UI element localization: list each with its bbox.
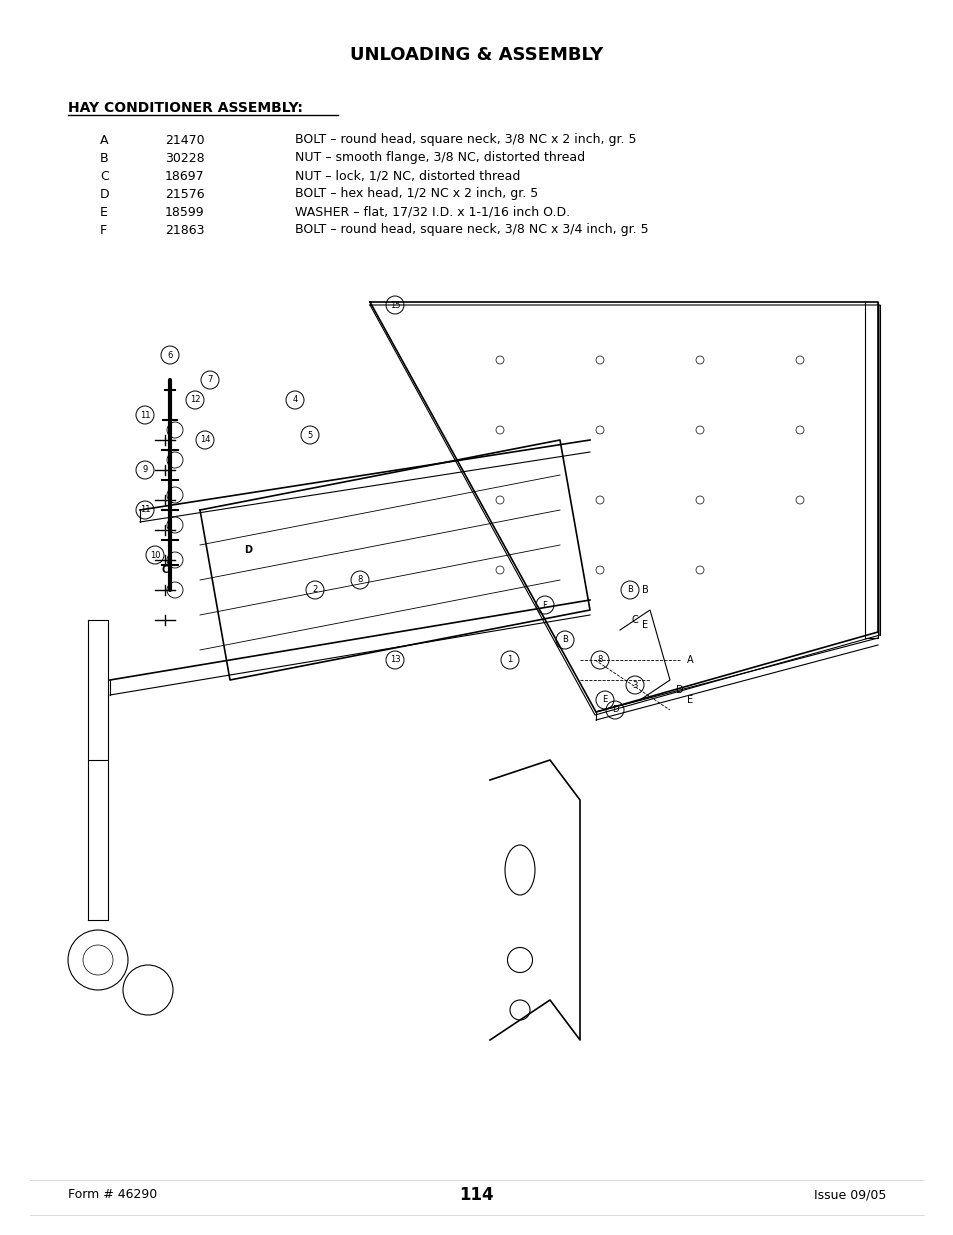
Text: B: B xyxy=(641,585,648,595)
Text: 30228: 30228 xyxy=(165,152,204,164)
Text: BOLT – hex head, 1/2 NC x 2 inch, gr. 5: BOLT – hex head, 1/2 NC x 2 inch, gr. 5 xyxy=(294,188,537,200)
Text: Form # 46290: Form # 46290 xyxy=(68,1188,157,1202)
Text: C: C xyxy=(161,564,169,576)
Text: E: E xyxy=(100,205,108,219)
Text: 18599: 18599 xyxy=(165,205,204,219)
Text: 4: 4 xyxy=(292,395,297,405)
Text: 11: 11 xyxy=(139,410,150,420)
Text: 12: 12 xyxy=(190,395,200,405)
Text: 10: 10 xyxy=(150,551,160,559)
Text: B: B xyxy=(561,636,567,645)
Text: 14: 14 xyxy=(199,436,210,445)
Text: C: C xyxy=(631,615,638,625)
Text: D: D xyxy=(611,705,618,715)
Text: 5: 5 xyxy=(307,431,313,440)
Text: 2: 2 xyxy=(312,585,317,594)
Text: B: B xyxy=(626,585,632,594)
Text: 8: 8 xyxy=(357,576,362,584)
Text: 15: 15 xyxy=(390,300,400,310)
Text: 21470: 21470 xyxy=(165,133,204,147)
Text: D: D xyxy=(244,545,252,555)
Text: 21576: 21576 xyxy=(165,188,204,200)
Text: 13: 13 xyxy=(389,656,400,664)
Text: A: A xyxy=(686,655,693,664)
Text: 18697: 18697 xyxy=(165,169,204,183)
Text: E: E xyxy=(686,695,692,705)
Text: F: F xyxy=(100,224,107,236)
Text: BOLT – round head, square neck, 3/8 NC x 3/4 inch, gr. 5: BOLT – round head, square neck, 3/8 NC x… xyxy=(294,224,648,236)
Text: B: B xyxy=(100,152,109,164)
Text: D: D xyxy=(100,188,110,200)
Text: A: A xyxy=(100,133,109,147)
Text: E: E xyxy=(601,695,607,704)
Text: BOLT – round head, square neck, 3/8 NC x 2 inch, gr. 5: BOLT – round head, square neck, 3/8 NC x… xyxy=(294,133,636,147)
Text: 1: 1 xyxy=(507,656,512,664)
Text: 9: 9 xyxy=(142,466,148,474)
Text: E: E xyxy=(641,620,647,630)
Text: 6: 6 xyxy=(167,351,172,359)
Text: UNLOADING & ASSEMBLY: UNLOADING & ASSEMBLY xyxy=(350,46,603,64)
Text: 11: 11 xyxy=(139,505,150,515)
Text: D: D xyxy=(676,685,683,695)
Text: NUT – smooth flange, 3/8 NC, distorted thread: NUT – smooth flange, 3/8 NC, distorted t… xyxy=(294,152,584,164)
Text: WASHER – flat, 17/32 I.D. x 1-1/16 inch O.D.: WASHER – flat, 17/32 I.D. x 1-1/16 inch … xyxy=(294,205,570,219)
Text: 7: 7 xyxy=(207,375,213,384)
Text: 3: 3 xyxy=(632,680,637,689)
Text: 114: 114 xyxy=(459,1186,494,1204)
Text: NUT – lock, 1/2 NC, distorted thread: NUT – lock, 1/2 NC, distorted thread xyxy=(294,169,519,183)
Text: C: C xyxy=(100,169,109,183)
Text: Issue 09/05: Issue 09/05 xyxy=(813,1188,885,1202)
Text: 21863: 21863 xyxy=(165,224,204,236)
Text: 8: 8 xyxy=(597,656,602,664)
Text: F: F xyxy=(542,600,547,610)
Text: HAY CONDITIONER ASSEMBLY:: HAY CONDITIONER ASSEMBLY: xyxy=(68,101,302,115)
